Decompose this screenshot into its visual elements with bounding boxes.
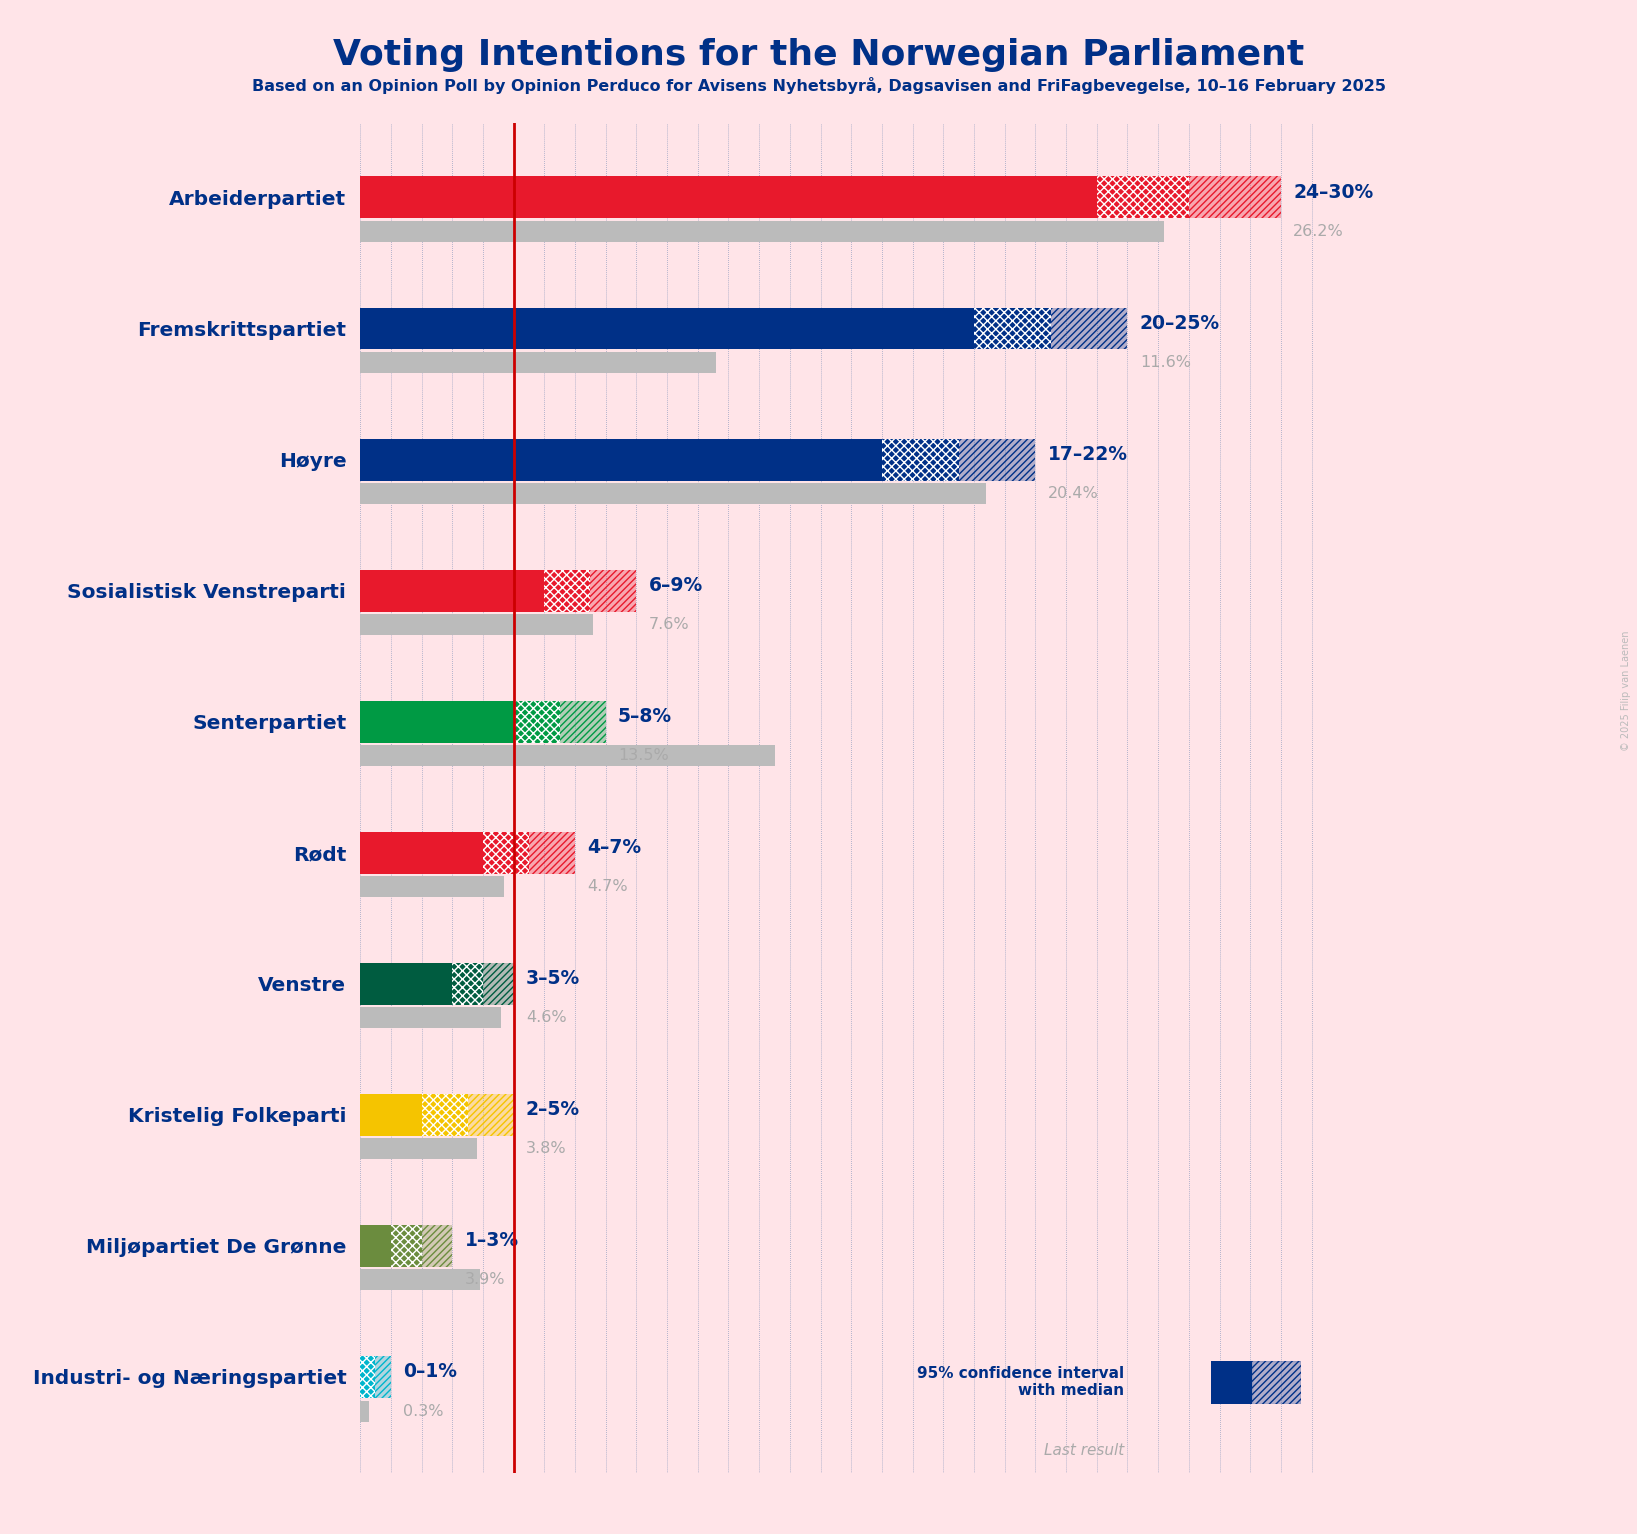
- Bar: [422, 1226, 452, 1267]
- Bar: [360, 1270, 480, 1290]
- Bar: [1051, 307, 1128, 350]
- Bar: [360, 353, 717, 373]
- Text: 17–22%: 17–22%: [1048, 445, 1128, 463]
- Bar: [560, 701, 606, 742]
- Bar: [360, 176, 1097, 218]
- Text: 11.6%: 11.6%: [1139, 354, 1190, 370]
- Bar: [360, 221, 1164, 242]
- Text: 20.4%: 20.4%: [1048, 486, 1098, 502]
- Text: Based on an Opinion Poll by Opinion Perduco for Avisens Nyhetsbyrå, Dagsavisen a: Based on an Opinion Poll by Opinion Perd…: [252, 77, 1385, 94]
- Bar: [468, 1094, 514, 1135]
- Bar: [360, 746, 774, 765]
- Bar: [483, 963, 514, 1005]
- Bar: [543, 569, 591, 612]
- Bar: [529, 831, 575, 874]
- Text: 4–7%: 4–7%: [588, 838, 642, 858]
- Bar: [360, 614, 593, 635]
- Bar: [422, 1094, 468, 1135]
- Text: Last result: Last result: [1044, 1442, 1125, 1457]
- Bar: [360, 1094, 422, 1135]
- Bar: [360, 876, 504, 897]
- Bar: [882, 439, 959, 480]
- Bar: [959, 439, 1035, 480]
- Text: 13.5%: 13.5%: [619, 749, 670, 764]
- Text: 20–25%: 20–25%: [1139, 314, 1220, 333]
- Text: 7.6%: 7.6%: [648, 617, 689, 632]
- Bar: [375, 1356, 391, 1397]
- Bar: [560, 701, 606, 742]
- Bar: [360, 483, 985, 505]
- Text: 0.3%: 0.3%: [403, 1404, 444, 1419]
- Text: 6–9%: 6–9%: [648, 575, 702, 595]
- Text: © 2025 Filip van Laenen: © 2025 Filip van Laenen: [1621, 630, 1630, 750]
- Text: 2–5%: 2–5%: [525, 1100, 579, 1120]
- Bar: [360, 831, 483, 874]
- Text: 4.7%: 4.7%: [588, 879, 629, 894]
- Bar: [529, 831, 575, 874]
- Bar: [360, 1226, 391, 1267]
- Text: Voting Intentions for the Norwegian Parliament: Voting Intentions for the Norwegian Parl…: [332, 38, 1305, 72]
- Bar: [422, 1226, 452, 1267]
- Text: 3–5%: 3–5%: [525, 969, 579, 988]
- Text: 0–1%: 0–1%: [403, 1362, 457, 1381]
- Bar: [591, 569, 637, 612]
- Bar: [375, 1356, 391, 1397]
- Text: 95% confidence interval
with median: 95% confidence interval with median: [917, 1365, 1125, 1399]
- Bar: [360, 1356, 375, 1397]
- Bar: [360, 1008, 501, 1028]
- Bar: [1188, 176, 1280, 218]
- Bar: [483, 831, 529, 874]
- Bar: [360, 307, 974, 350]
- Bar: [483, 963, 514, 1005]
- Bar: [360, 569, 543, 612]
- Bar: [1188, 176, 1280, 218]
- Text: 24–30%: 24–30%: [1293, 183, 1373, 201]
- Bar: [452, 963, 483, 1005]
- Bar: [360, 1138, 476, 1160]
- Bar: [974, 307, 1051, 350]
- Bar: [360, 963, 452, 1005]
- Bar: [468, 1094, 514, 1135]
- Bar: [360, 701, 514, 742]
- Bar: [959, 439, 1035, 480]
- Bar: [1051, 307, 1128, 350]
- Text: 4.6%: 4.6%: [525, 1011, 566, 1025]
- Text: 1–3%: 1–3%: [465, 1232, 519, 1250]
- Bar: [591, 569, 637, 612]
- Text: 3.8%: 3.8%: [525, 1141, 566, 1157]
- Bar: [360, 439, 882, 480]
- Bar: [514, 701, 560, 742]
- Text: 3.9%: 3.9%: [465, 1273, 504, 1287]
- Bar: [360, 1401, 370, 1422]
- Bar: [1097, 176, 1188, 218]
- Bar: [391, 1226, 422, 1267]
- Text: 26.2%: 26.2%: [1293, 224, 1344, 239]
- Text: 5–8%: 5–8%: [619, 707, 673, 726]
